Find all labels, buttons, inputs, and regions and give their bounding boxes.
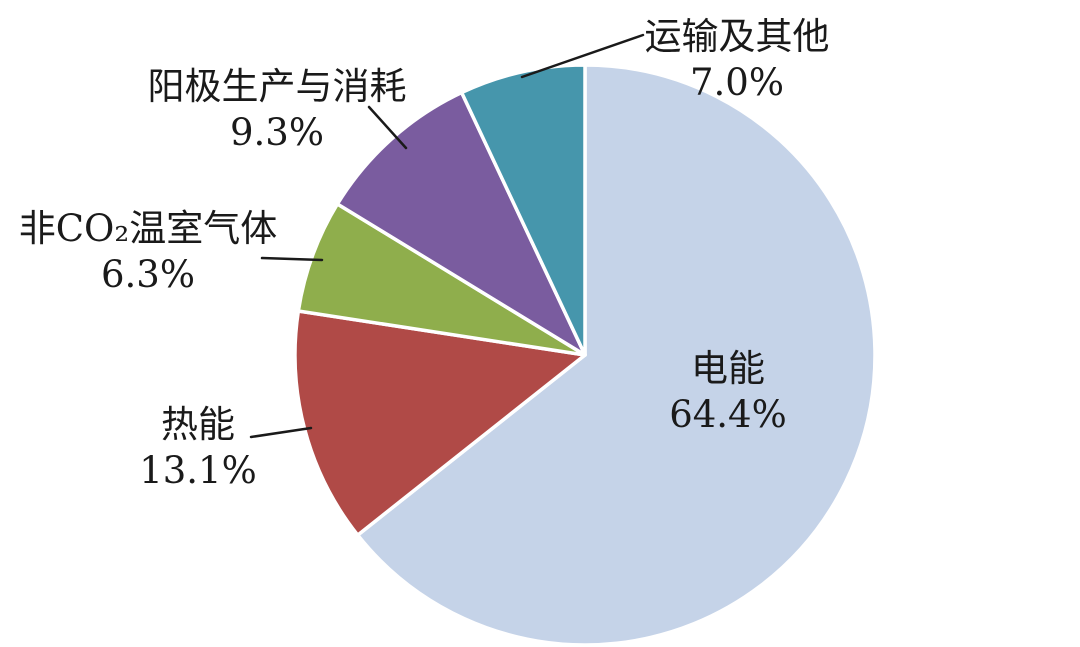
pie-slice-electric-energy	[355, 63, 877, 647]
leader-line-nonco2	[260, 256, 324, 262]
pie-slice-non-co2-greenhouse-gases	[296, 202, 587, 357]
leader-line-transport	[520, 33, 645, 79]
leader-lines	[249, 33, 645, 439]
pie-slice-transport-and-others	[459, 63, 587, 357]
pie-slice-anode-production-consumption	[335, 90, 587, 357]
pie-slices	[293, 63, 877, 647]
leader-line-anode	[367, 105, 408, 150]
leader-line-thermal	[249, 426, 313, 439]
